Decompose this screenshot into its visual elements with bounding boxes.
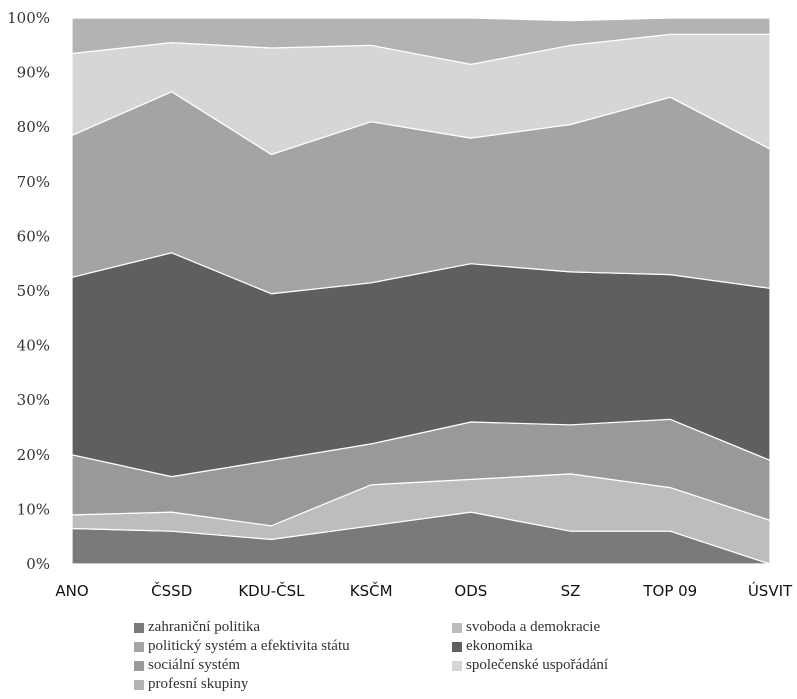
legend-swatch: [452, 641, 462, 652]
legend-label: politický systém a efektivita státu: [148, 638, 350, 654]
legend-item-socialni-system: sociální systém: [134, 656, 452, 675]
legend-label: profesní skupiny: [148, 676, 249, 692]
legend-label: ekonomika: [466, 638, 533, 654]
legend: zahraniční politika svoboda a demokracie…: [134, 618, 694, 694]
legend-label: sociální systém: [148, 657, 241, 673]
x-axis: ANO ČSSD KDU-ČSL KSČM ODS SZ TOP 09 ÚSVIT: [55, 581, 793, 600]
y-axis: 0% 10% 20% 30% 40% 50% 60% 70% 80% 90% 100%: [7, 9, 50, 573]
x-tick-label: TOP 09: [642, 582, 697, 600]
legend-swatch: [134, 622, 144, 633]
legend-swatch: [452, 622, 462, 633]
legend-label: svoboda a demokracie: [466, 619, 601, 635]
legend-label: zahraniční politika: [148, 619, 261, 635]
legend-item-svoboda-a-demokracie: svoboda a demokracie: [452, 618, 712, 637]
x-tick-label: ANO: [55, 582, 88, 600]
x-tick-label: ODS: [454, 582, 487, 600]
legend-swatch: [134, 679, 144, 690]
legend-swatch: [452, 660, 462, 671]
legend-item-politicky-system: politický systém a efektivita státu: [134, 637, 452, 656]
legend-item-zahranicni-politika: zahraniční politika: [134, 618, 452, 637]
y-tick-label: 90%: [17, 64, 50, 82]
x-tick-label: SZ: [561, 582, 581, 600]
y-tick-label: 20%: [17, 446, 50, 464]
legend-swatch: [134, 641, 144, 652]
legend-grid: zahraniční politika svoboda a demokracie…: [134, 618, 694, 694]
y-tick-label: 80%: [17, 118, 50, 136]
legend-item-spolecenske-usporadani: společenské uspořádání: [452, 656, 712, 675]
x-tick-label: KDU-ČSL: [238, 581, 305, 600]
y-tick-label: 30%: [17, 391, 50, 409]
y-tick-label: 60%: [17, 227, 50, 245]
x-tick-label: ÚSVIT: [748, 581, 793, 600]
legend-item-ekonomika: ekonomika: [452, 637, 712, 656]
x-tick-label: ČSSD: [151, 581, 192, 600]
legend-swatch: [134, 660, 144, 671]
y-tick-label: 100%: [7, 9, 50, 27]
legend-label: společenské uspořádání: [466, 657, 609, 673]
y-tick-label: 50%: [17, 282, 50, 300]
legend-item-profesni-skupiny: profesní skupiny: [134, 675, 452, 694]
y-tick-label: 10%: [17, 500, 50, 518]
y-tick-label: 70%: [17, 173, 50, 191]
y-tick-label: 40%: [17, 337, 50, 355]
x-tick-label: KSČM: [350, 581, 393, 600]
stacked-area-chart: 0% 10% 20% 30% 40% 50% 60% 70% 80% 90% 100% ANO ČSS…: [7, 9, 793, 600]
area-series-group: [71, 17, 771, 565]
y-tick-label: 0%: [26, 555, 50, 573]
area-series-6: [71, 17, 771, 66]
